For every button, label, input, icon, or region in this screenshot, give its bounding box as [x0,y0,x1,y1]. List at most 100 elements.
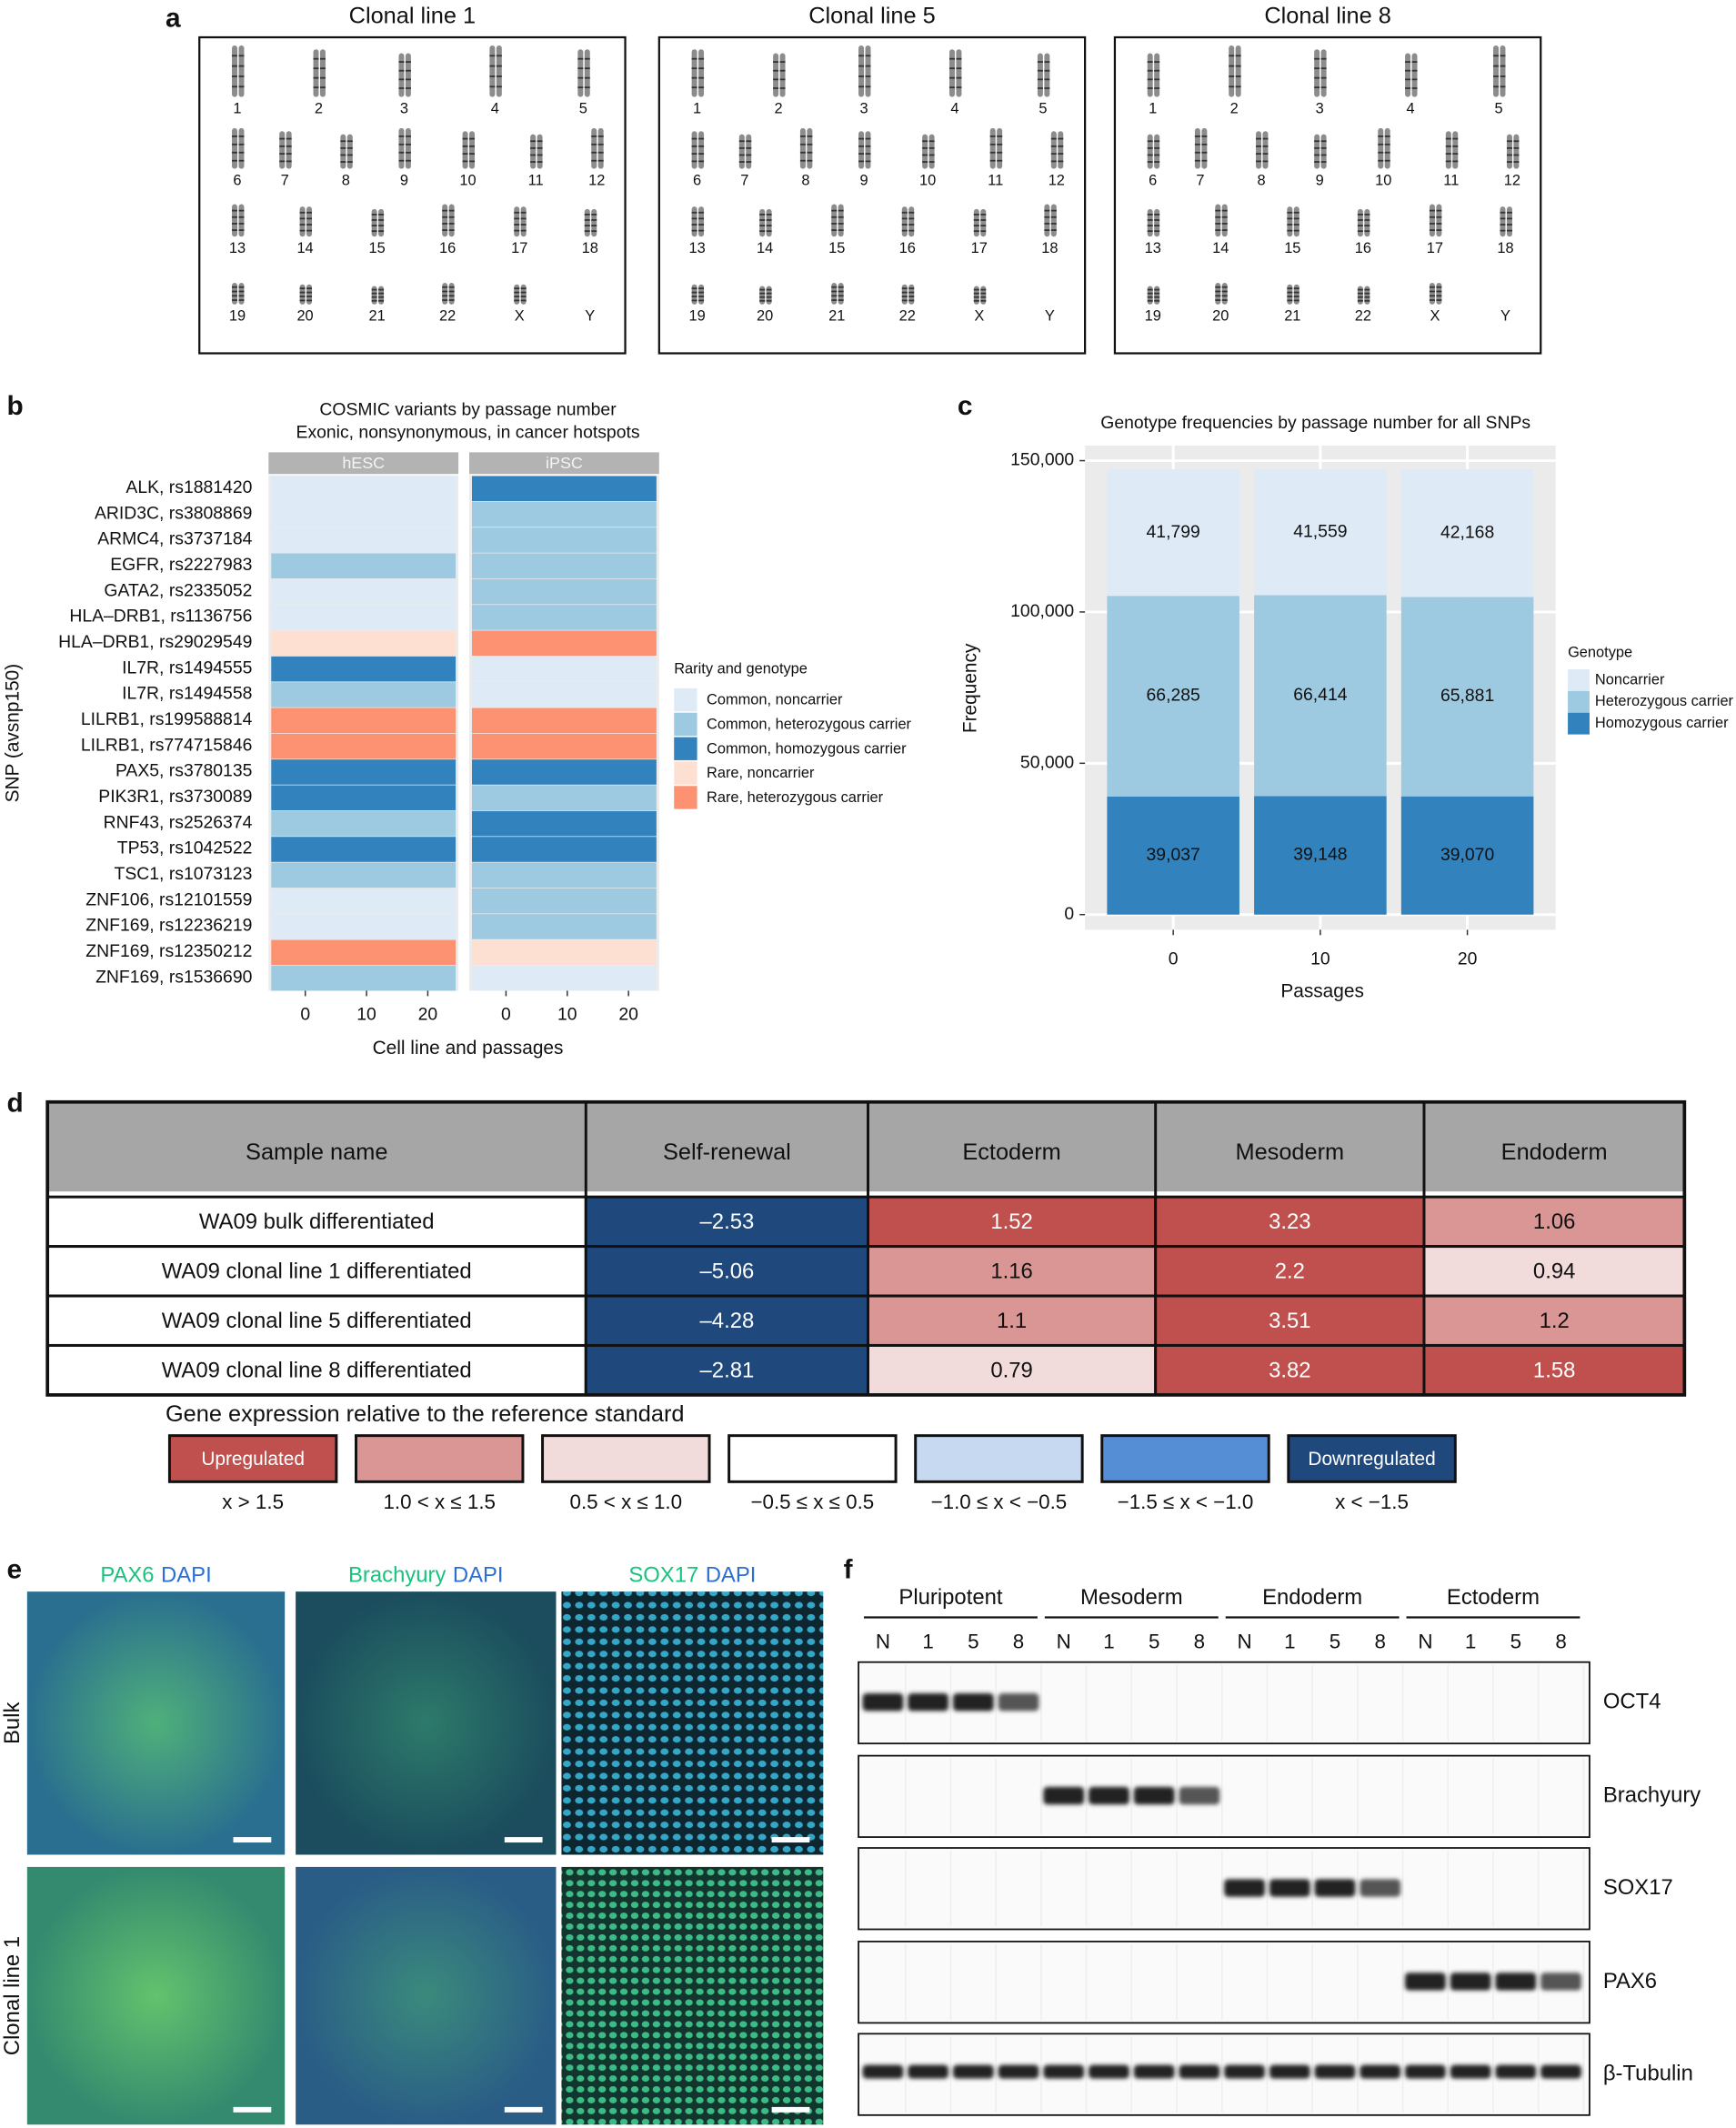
micrograph [26,1866,286,2125]
chromatid [908,206,915,237]
scale-bar [233,2106,272,2113]
y-tick-label: PAX5, rs3780135 [115,761,252,781]
chromatid [1201,127,1208,169]
chromatid [1506,206,1512,237]
table-header: Sample name [246,1139,387,1165]
y-tick-label: ARMC4, rs3737184 [97,529,252,549]
panel-label: d [6,1089,23,1119]
lane-label: N [876,1631,890,1653]
heat-tile [472,527,657,553]
chromatid [232,204,237,237]
y-axis-title: Frequency [959,643,980,733]
scale-bar [504,2106,543,2113]
band [1179,1786,1220,1805]
bar-segment [1400,597,1534,797]
chromosome-label: Y [585,308,595,325]
heat-tile [472,965,657,991]
chromosome-label: X [515,308,525,325]
heat-tile [472,605,657,630]
chromatid [1215,204,1221,237]
chromatid [1314,134,1320,169]
karyotype-title: Clonal line 5 [808,3,935,28]
table-cell-text: 1.06 [1533,1210,1575,1234]
chromosome-label: 2 [315,100,323,116]
band [862,2064,904,2079]
table-cell-text: 1.52 [990,1210,1032,1234]
chromatid [1229,45,1235,97]
karyotype-box [198,35,627,355]
chromatid [1235,45,1241,97]
chromatid [462,131,468,169]
chromatid [1384,127,1390,169]
karyotype-title: Clonal line 1 [349,3,476,28]
legend-key [1568,712,1590,735]
chromatid [779,53,786,97]
band [998,2064,1039,2079]
chromatid [405,127,411,169]
table-cell [867,1294,1158,1347]
chromatid [948,49,955,97]
legend-box [914,1434,1084,1483]
table-cell-text: –2.53 [700,1210,755,1234]
panel-label: a [166,3,181,33]
lane-label: 5 [1510,1631,1521,1653]
chromatid [1154,53,1160,97]
chromatid [1452,131,1459,169]
legend-label: Rare, heterozygous carrier [707,789,884,806]
chromosome-label: 20 [757,308,773,325]
chromatid [496,45,502,97]
chromosome-label: 14 [296,240,313,256]
legend-range: 0.5 < x ≤ 1.0 [570,1491,683,1513]
heat-tile [271,733,457,759]
chromosome-label: 22 [899,308,916,325]
legend-box-label: Downregulated [1308,1449,1435,1470]
chromatid [759,208,766,237]
chromosome-label: 21 [1284,308,1300,325]
heat-tile [271,682,457,708]
chromatid [520,206,527,237]
chromatid [537,134,543,169]
chromosome-label: 1 [693,100,701,116]
legend-key [1568,669,1590,691]
chromatid [1293,284,1299,305]
legend-range: −1.5 ≤ x < −1.0 [1118,1491,1254,1513]
chromatid [858,131,865,169]
chromatid [286,131,292,169]
counterstain-name: DAPI [161,1563,212,1588]
legend-label: Common, noncarrier [707,692,843,708]
bar-segment [1400,796,1534,915]
table-header: Mesoderm [1235,1139,1344,1165]
y-tick-label: TSC1, rs1073123 [115,864,253,884]
chromatid [514,284,520,305]
table-cell [45,1294,587,1347]
scale-bar [504,1837,543,1843]
chromatid [908,284,915,305]
chromosome-label: 15 [828,240,845,256]
chromatid [469,131,475,169]
band [908,2064,948,2079]
heat-tile [472,785,657,811]
heat-tile [472,708,657,734]
legend-key [674,737,697,760]
micrograph [561,1866,824,2125]
chromatid [1429,282,1435,305]
legend-key [674,786,697,809]
heat-tile [271,965,457,991]
y-tick-label: ZNF106, rs12101559 [85,889,252,909]
value-label: 66,285 [1147,686,1200,706]
group-label: Pluripotent [898,1585,1002,1610]
chromatid [698,284,705,305]
band [1360,1879,1401,1897]
chromatid [232,45,237,97]
chromatid [1147,53,1153,97]
chromatid [1194,127,1200,169]
band [1495,2064,1537,2079]
chromosome-label: 20 [296,308,313,325]
legend-range: x < −1.5 [1335,1491,1409,1513]
table-header: Endoderm [1501,1139,1608,1165]
heat-tile [472,476,657,502]
band [1269,2064,1310,2079]
counterstain-name: DAPI [706,1563,757,1588]
x-tick-label: 10 [356,1004,376,1024]
facet-strip [469,452,659,475]
